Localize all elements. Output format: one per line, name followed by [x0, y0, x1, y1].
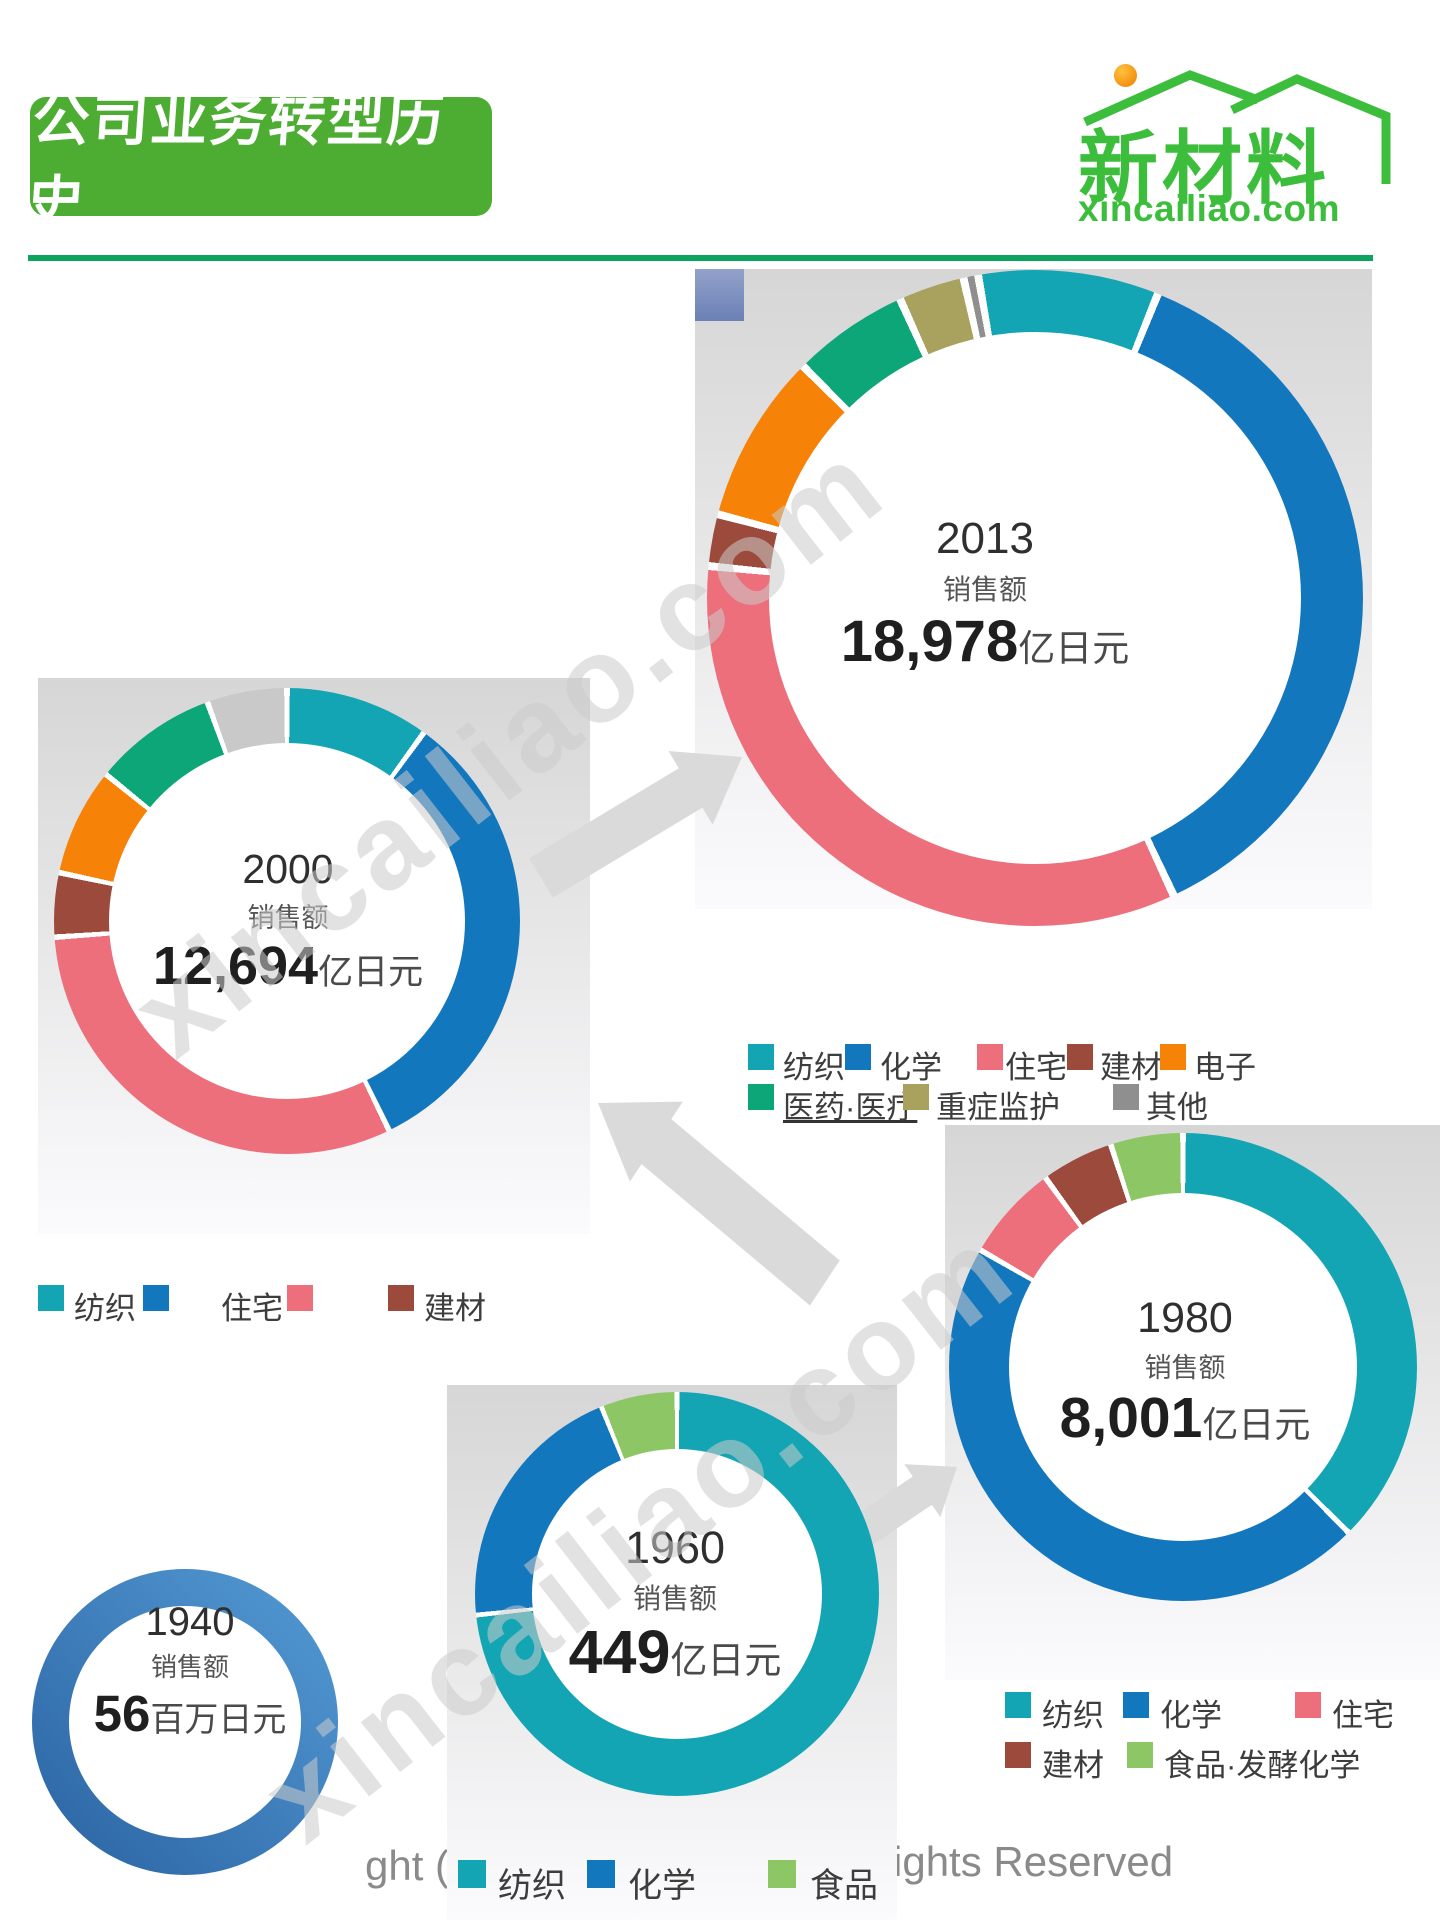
sales-value-1980: 8,001 [1059, 1386, 1203, 1450]
sales-unit-2013: 亿日元 [1018, 628, 1130, 669]
legend-swatch-1980-housing [1295, 1692, 1321, 1718]
legend-swatch-1980-building [1005, 1742, 1031, 1768]
logo-dot-icon [1114, 64, 1137, 87]
legend-label-2013-building: 建材 [1100, 1050, 1162, 1085]
donut-1980 [949, 1133, 1417, 1601]
legend-label-1980-building: 建材 [1042, 1748, 1104, 1783]
legend-swatch-2013-medical [748, 1084, 774, 1110]
legend-swatch-2013-other [1113, 1084, 1139, 1110]
arrow-2000-to-2013 [529, 751, 742, 898]
decorative-blue-rect [695, 269, 744, 321]
legend-label-1980-housing: 住宅 [1332, 1698, 1394, 1733]
donut-1980-hole [1009, 1193, 1357, 1541]
legend-label-2013-electronics: 电子 [1194, 1050, 1256, 1085]
sales-unit-1980: 亿日元 [1202, 1404, 1311, 1445]
brand-logo: 新材料 xincailiao.com [1072, 52, 1402, 229]
legend-label-2013-textile: 纺织 [783, 1050, 845, 1085]
legend-swatch-1960-food [768, 1860, 796, 1888]
legend-swatch-1980-chemical [1123, 1692, 1149, 1718]
legend-label-1980-food: 食品·发酵化学 [1164, 1748, 1361, 1783]
sales-value-1940: 56 [93, 1685, 151, 1742]
footer-text-left: ght ( [365, 1842, 450, 1889]
donut-1940-center-text: 1940 销售额 56百万日元 [94, 1600, 287, 1743]
legend-label-2013-icu: 重症监护 [936, 1090, 1060, 1125]
year-2000: 2000 [242, 846, 334, 892]
legend-label-1960-chemical: 化学 [628, 1867, 696, 1905]
legend-label-1980-chemical: 化学 [1160, 1698, 1222, 1733]
legend-label-2013-other: 其他 [1146, 1090, 1208, 1125]
legend-label-2013-medical: 医药·医疗 [783, 1090, 918, 1125]
logo-name: 新材料 [1078, 124, 1330, 213]
legend-swatch-1980-textile [1005, 1692, 1031, 1718]
sales-label-1940: 销售额 [150, 1652, 230, 1682]
legend-swatch-1960-chemical [587, 1860, 615, 1888]
legend-swatch-2013-textile [748, 1044, 774, 1070]
sales-value-2013: 18,978 [840, 609, 1019, 674]
donut-1960-center-text: 1960 销售额 449亿日元 [569, 1522, 782, 1687]
legend-swatch-2013-electronics [1160, 1044, 1186, 1070]
sales-value-2000: 12,694 [152, 936, 319, 996]
donut-2000-center-text: 2000 销售额 12,694亿日元 [153, 846, 423, 997]
page-title-banner: 公司业务转型历史 [25, 89, 492, 235]
year-2013: 2013 [936, 514, 1034, 563]
header-divider [28, 255, 1373, 261]
sales-label-1980: 销售额 [1144, 1353, 1226, 1383]
year-1940: 1940 [145, 1600, 235, 1644]
donut-2000-hole [109, 743, 465, 1099]
footer-text-right: ights Reserved [893, 1838, 1174, 1885]
donut-2013-hole [769, 332, 1301, 864]
logo-domain: xincailiao.com [1078, 188, 1340, 229]
arrow-1980-to-2000 [598, 1101, 840, 1306]
legend-label-1960-textile: 纺织 [498, 1867, 566, 1905]
sales-unit-1960: 亿日元 [670, 1640, 782, 1681]
legend-swatch-1960-textile [458, 1860, 486, 1888]
legend-swatch-2000-housing [287, 1285, 313, 1311]
sales-unit-2000: 亿日元 [318, 953, 424, 992]
year-1960: 1960 [624, 1522, 726, 1573]
legend-swatch-2013-housing [977, 1044, 1003, 1070]
sales-label-2000: 销售额 [247, 903, 329, 933]
year-1980: 1980 [1137, 1294, 1233, 1342]
donut-2013-center-text: 2013 销售额 18,978亿日元 [841, 514, 1129, 675]
legend-label-1980-textile: 纺织 [1042, 1698, 1104, 1733]
legend-swatch-2013-chemical [845, 1044, 871, 1070]
donut-1960-hole [532, 1449, 822, 1739]
legend-swatch-2013-icu [903, 1084, 929, 1110]
page-title: 公司业务转型历史 [24, 88, 448, 235]
roof-icon [1083, 70, 1391, 184]
sales-label-1960: 销售额 [632, 1583, 717, 1614]
donut-1940 [32, 1569, 338, 1875]
legend-swatch-2000-building [388, 1285, 414, 1311]
legend-label-2013-chemical: 化学 [880, 1050, 942, 1085]
donut-1980-center-text: 1980 销售额 8,001亿日元 [1060, 1294, 1311, 1451]
legend-swatch-2000-chemical [143, 1285, 169, 1311]
sales-value-1960: 449 [568, 1618, 671, 1686]
legend-label-1960-food: 食品 [810, 1867, 878, 1905]
legend-label-2000-building: 建材 [424, 1291, 486, 1326]
legend-swatch-1980-food [1127, 1742, 1153, 1768]
donut-2013 [707, 270, 1363, 926]
legend-label-2013-housing: 住宅 [1005, 1050, 1067, 1085]
donut-1940-hole [69, 1606, 301, 1838]
donut-1960 [475, 1392, 879, 1796]
legend-swatch-2000-textile [38, 1285, 64, 1311]
sales-unit-1940: 百万日元 [150, 1701, 287, 1739]
sales-label-2013: 销售额 [942, 574, 1027, 605]
legend-label-2000-textile: 纺织 [74, 1291, 136, 1326]
legend-label-2000-housing: 住宅 [221, 1291, 283, 1326]
legend-swatch-2013-building [1067, 1044, 1093, 1070]
donut-2000 [54, 688, 520, 1154]
